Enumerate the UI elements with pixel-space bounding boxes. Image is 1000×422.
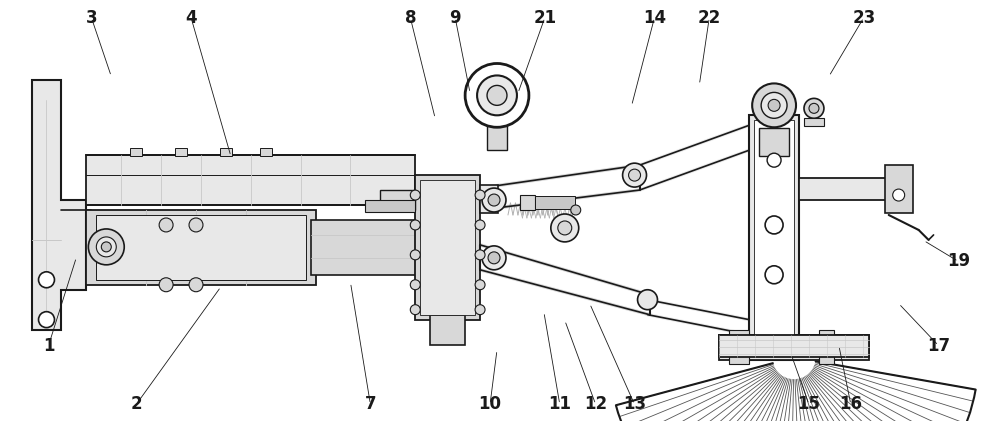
Circle shape — [410, 220, 420, 230]
Circle shape — [482, 188, 506, 212]
Circle shape — [765, 216, 783, 234]
Circle shape — [488, 252, 500, 264]
Circle shape — [768, 99, 780, 111]
Text: 10: 10 — [479, 395, 502, 414]
Circle shape — [410, 280, 420, 290]
Text: 13: 13 — [623, 395, 646, 414]
Text: 17: 17 — [927, 337, 950, 354]
Text: 7: 7 — [365, 395, 376, 414]
Circle shape — [804, 98, 824, 118]
Bar — [86, 210, 316, 285]
Bar — [96, 215, 306, 280]
Bar — [885, 165, 913, 213]
Circle shape — [571, 205, 581, 215]
Circle shape — [475, 190, 485, 200]
Bar — [520, 195, 535, 210]
Text: 3: 3 — [86, 8, 97, 27]
Text: 23: 23 — [852, 8, 875, 27]
Bar — [719, 335, 869, 357]
Circle shape — [893, 189, 905, 201]
Text: 2: 2 — [130, 395, 142, 414]
Circle shape — [638, 290, 657, 310]
Circle shape — [88, 229, 124, 265]
Circle shape — [475, 220, 485, 230]
Bar — [430, 315, 465, 344]
Bar — [220, 148, 232, 156]
Circle shape — [752, 84, 796, 127]
Circle shape — [475, 250, 485, 260]
Circle shape — [767, 153, 781, 167]
Circle shape — [475, 305, 485, 315]
Bar — [799, 178, 889, 200]
Circle shape — [475, 280, 485, 290]
Circle shape — [159, 278, 173, 292]
Text: 15: 15 — [797, 395, 820, 414]
Circle shape — [39, 272, 54, 288]
Circle shape — [410, 250, 420, 260]
Circle shape — [189, 278, 203, 292]
Text: 8: 8 — [405, 8, 416, 27]
Bar — [415, 175, 480, 319]
Circle shape — [159, 218, 173, 232]
Bar — [487, 125, 507, 150]
Bar — [311, 220, 420, 275]
Bar — [260, 148, 272, 156]
Bar — [380, 190, 415, 210]
Text: 16: 16 — [839, 395, 862, 414]
Circle shape — [465, 63, 529, 127]
Text: 12: 12 — [584, 395, 607, 414]
Bar — [804, 118, 824, 126]
Circle shape — [39, 312, 54, 327]
Circle shape — [96, 237, 116, 257]
Bar — [749, 115, 799, 360]
Text: 11: 11 — [548, 395, 571, 414]
Circle shape — [482, 246, 506, 270]
Bar — [754, 120, 794, 354]
Bar — [719, 335, 869, 360]
Bar — [759, 128, 789, 156]
Circle shape — [101, 242, 111, 252]
Circle shape — [765, 266, 783, 284]
Circle shape — [410, 190, 420, 200]
Circle shape — [488, 194, 500, 206]
Circle shape — [629, 169, 641, 181]
Circle shape — [551, 214, 579, 242]
Text: 4: 4 — [185, 8, 197, 27]
Circle shape — [189, 218, 203, 232]
Circle shape — [477, 76, 517, 115]
Bar — [365, 200, 415, 212]
Circle shape — [809, 103, 819, 114]
Circle shape — [623, 163, 647, 187]
Bar — [175, 148, 187, 156]
Text: 21: 21 — [533, 8, 556, 27]
Text: 14: 14 — [643, 8, 666, 27]
Text: 22: 22 — [698, 8, 721, 27]
Bar — [729, 330, 749, 365]
Bar — [130, 148, 142, 156]
Bar — [819, 330, 834, 365]
Polygon shape — [32, 81, 86, 330]
Bar — [480, 185, 498, 213]
Circle shape — [487, 85, 507, 106]
Bar — [86, 155, 415, 205]
Bar — [420, 180, 475, 315]
Text: 9: 9 — [449, 8, 461, 27]
Text: 19: 19 — [947, 252, 970, 271]
Circle shape — [410, 305, 420, 315]
Text: 1: 1 — [43, 337, 54, 354]
Bar — [535, 196, 575, 209]
Circle shape — [558, 221, 572, 235]
Circle shape — [761, 92, 787, 118]
